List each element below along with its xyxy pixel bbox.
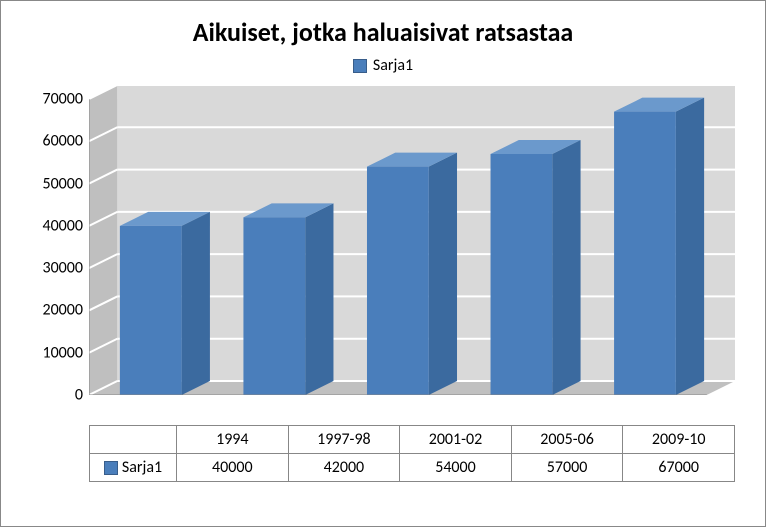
y-tick-label: 10000 (42, 343, 83, 362)
chart-title: Aikuiset, jotka haluaisivat ratsastaa (21, 16, 745, 48)
legend-label: Sarja1 (373, 56, 413, 75)
legend-cell-blank (90, 426, 177, 454)
value-cell: 40000 (177, 454, 289, 482)
series-row: Sarja1 4000042000540005700067000 (90, 454, 735, 482)
value-cell: 57000 (511, 454, 623, 482)
y-tick-label: 60000 (42, 132, 83, 151)
chart-svg (89, 85, 735, 395)
plot-area: 0 10000 20000 30000 40000 50000 60000 70000 (31, 85, 735, 425)
y-tick-label: 30000 (42, 259, 83, 278)
category-row: 19941997-982001-022005-062009-10 (90, 426, 735, 454)
category-cell: 2005-06 (511, 426, 623, 454)
plot-3d-box (89, 85, 735, 395)
legend: Sarja1 (21, 56, 745, 75)
y-axis: 010000200003000040000500006000070000 (31, 85, 89, 395)
category-cell: 1997-98 (288, 426, 400, 454)
category-cell: 2001-02 (400, 426, 512, 454)
legend-swatch-icon (104, 461, 118, 475)
y-tick-label: 0 (75, 386, 83, 405)
value-cell: 54000 (400, 454, 512, 482)
chart-container: Aikuiset, jotka haluaisivat ratsastaa Sa… (0, 0, 766, 527)
series-name: Sarja1 (122, 458, 162, 477)
category-cell: 1994 (177, 426, 289, 454)
value-cell: 42000 (288, 454, 400, 482)
series-legend-cell: Sarja1 (90, 454, 177, 482)
y-tick-label: 40000 (42, 216, 83, 235)
data-table: 19941997-982001-022005-062009-10 Sarja1 … (89, 425, 735, 482)
y-tick-label: 20000 (42, 301, 83, 320)
category-cell: 2009-10 (623, 426, 735, 454)
value-cell: 67000 (623, 454, 735, 482)
legend-swatch (353, 59, 367, 73)
y-tick-label: 70000 (42, 90, 83, 109)
y-tick-label: 50000 (42, 174, 83, 193)
